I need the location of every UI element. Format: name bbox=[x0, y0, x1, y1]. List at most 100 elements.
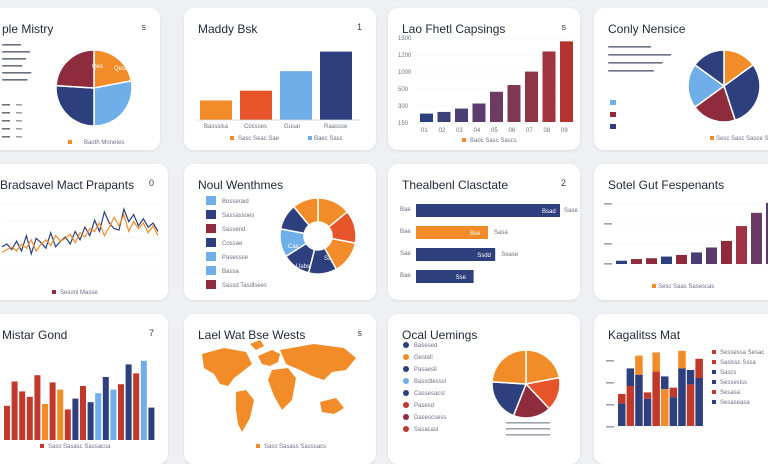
bar bbox=[669, 397, 678, 426]
text-line bbox=[608, 62, 663, 64]
bar bbox=[652, 352, 660, 372]
text-line bbox=[506, 422, 550, 424]
bar bbox=[542, 51, 556, 122]
legend-label: Sesonl Masse bbox=[60, 290, 98, 296]
y-tick-label bbox=[604, 223, 612, 225]
text-line bbox=[2, 58, 27, 60]
y-tick-label: 1200 bbox=[398, 53, 412, 59]
pie-slice bbox=[55, 49, 95, 89]
text-line bbox=[2, 72, 32, 74]
bar bbox=[618, 394, 626, 404]
chart-svg-11: Basesed Gestell Pasaesll Bassdtesssl Cassesa… bbox=[403, 342, 561, 436]
legend-label: Cassesacsl bbox=[414, 391, 445, 397]
map-region bbox=[250, 340, 264, 350]
x-tick-label: 05 bbox=[491, 128, 498, 134]
chart-title: Thealbenl Clasctate bbox=[402, 178, 509, 192]
bar bbox=[525, 71, 538, 122]
map-region bbox=[236, 390, 254, 432]
legend-swatch bbox=[712, 400, 716, 404]
x-tick-label: Cossses bbox=[244, 124, 267, 130]
bar bbox=[560, 41, 573, 122]
y-tick-label bbox=[604, 263, 612, 265]
x-tick-label: 02 bbox=[439, 128, 446, 134]
bar bbox=[618, 403, 626, 426]
text-line bbox=[2, 65, 23, 67]
chart-svg-4: Sesc Sasc Sasce Sace bbox=[608, 46, 768, 142]
legend-label: Sessessa Sesac bbox=[720, 350, 764, 356]
text-line bbox=[608, 70, 655, 72]
text-line bbox=[2, 79, 28, 81]
bar bbox=[678, 350, 686, 369]
bar bbox=[57, 389, 64, 440]
legend-swatch bbox=[403, 426, 409, 432]
text-line bbox=[506, 428, 550, 430]
legend-swatch bbox=[403, 378, 409, 384]
map-region bbox=[258, 350, 280, 366]
x-tick-label: Gusar bbox=[284, 124, 300, 130]
legend-label: Sassd Tasdlsees bbox=[222, 283, 267, 289]
x-tick-label: 04 bbox=[474, 128, 481, 134]
legend-label: Basesed bbox=[414, 343, 437, 349]
tick-label bbox=[16, 104, 22, 106]
bar bbox=[472, 103, 486, 122]
legend-label: Sassassoes bbox=[222, 213, 254, 219]
bar bbox=[507, 85, 521, 122]
bar bbox=[678, 368, 686, 426]
pie-slice bbox=[723, 63, 761, 122]
chart-svg-1: Qes Qese Baoth Mnnetes bbox=[2, 44, 133, 146]
chart-card-3: Lao Fhetl Capsings s 1500 1200 1000 500 300 1… bbox=[388, 8, 580, 150]
chart-card-1: ple Mistry s Qes Qese Baoth Mnnetes bbox=[0, 8, 160, 150]
bar bbox=[695, 378, 703, 426]
chart-svg-2: Bassslsa Cossses Gusar Raassse Sasc Seac Sae… bbox=[196, 51, 360, 142]
legend-swatch bbox=[40, 444, 44, 448]
chart-card-11: Ocal Uemings Basesed Gestell Pasaesll Bassd… bbox=[388, 314, 580, 464]
chart-title: Kagalitss Mat bbox=[608, 328, 681, 342]
legend-swatch bbox=[230, 136, 234, 140]
chart-card-12: Kagalitss Mat Sessessa Sesac Saslssc Sssa… bbox=[594, 314, 768, 464]
chart-title: Lao Fhetl Capsings bbox=[402, 22, 506, 36]
pie-slice bbox=[525, 349, 561, 385]
legend-swatch bbox=[403, 402, 409, 408]
x-tick-label: 03 bbox=[456, 128, 463, 134]
bar bbox=[420, 113, 433, 122]
bar bbox=[240, 90, 272, 120]
legend-label: Saslssc Sssa bbox=[720, 360, 756, 366]
legend-swatch bbox=[710, 136, 714, 140]
legend-swatch bbox=[712, 380, 716, 384]
pie-slice bbox=[93, 80, 133, 127]
y-tick-label: 150 bbox=[398, 121, 409, 127]
legend-label: Dasescsess bbox=[414, 415, 446, 421]
chart-corner-label: 7 bbox=[148, 328, 154, 338]
legend-swatch bbox=[68, 140, 72, 144]
bar bbox=[643, 392, 652, 399]
bar bbox=[616, 260, 627, 264]
data-label: Sse bbox=[456, 275, 467, 281]
chart-card-9: Mistar Gond 7 Sass Sasasc Sassacsa bbox=[0, 314, 168, 464]
bar bbox=[102, 377, 109, 440]
bar bbox=[766, 202, 768, 264]
bar bbox=[695, 358, 703, 378]
bar bbox=[416, 204, 560, 217]
bar bbox=[19, 391, 26, 440]
legend-swatch bbox=[206, 224, 216, 233]
legend-swatch bbox=[206, 266, 216, 275]
bar bbox=[133, 373, 140, 440]
chart-corner-label: 0 bbox=[148, 178, 154, 188]
side-label: Sase bbox=[564, 208, 578, 214]
y-tick-label bbox=[606, 360, 614, 362]
legend-swatch bbox=[712, 350, 716, 354]
legend-label: Bosseraid bbox=[222, 199, 249, 205]
chart-corner-label: s bbox=[561, 22, 567, 32]
tick-label bbox=[16, 136, 22, 138]
map-region bbox=[268, 368, 296, 410]
bar bbox=[686, 384, 695, 426]
y-tick-label: 500 bbox=[398, 87, 409, 93]
x-tick-label: 08 bbox=[544, 128, 551, 134]
legend-swatch bbox=[403, 366, 409, 372]
legend-label: Sesseslss bbox=[720, 380, 747, 386]
bar bbox=[49, 382, 56, 440]
chart-corner-label: 2 bbox=[560, 178, 566, 188]
legend-swatch bbox=[206, 196, 216, 205]
legend-swatch bbox=[712, 390, 716, 394]
legend-label: Sesaseasa bbox=[720, 400, 750, 406]
